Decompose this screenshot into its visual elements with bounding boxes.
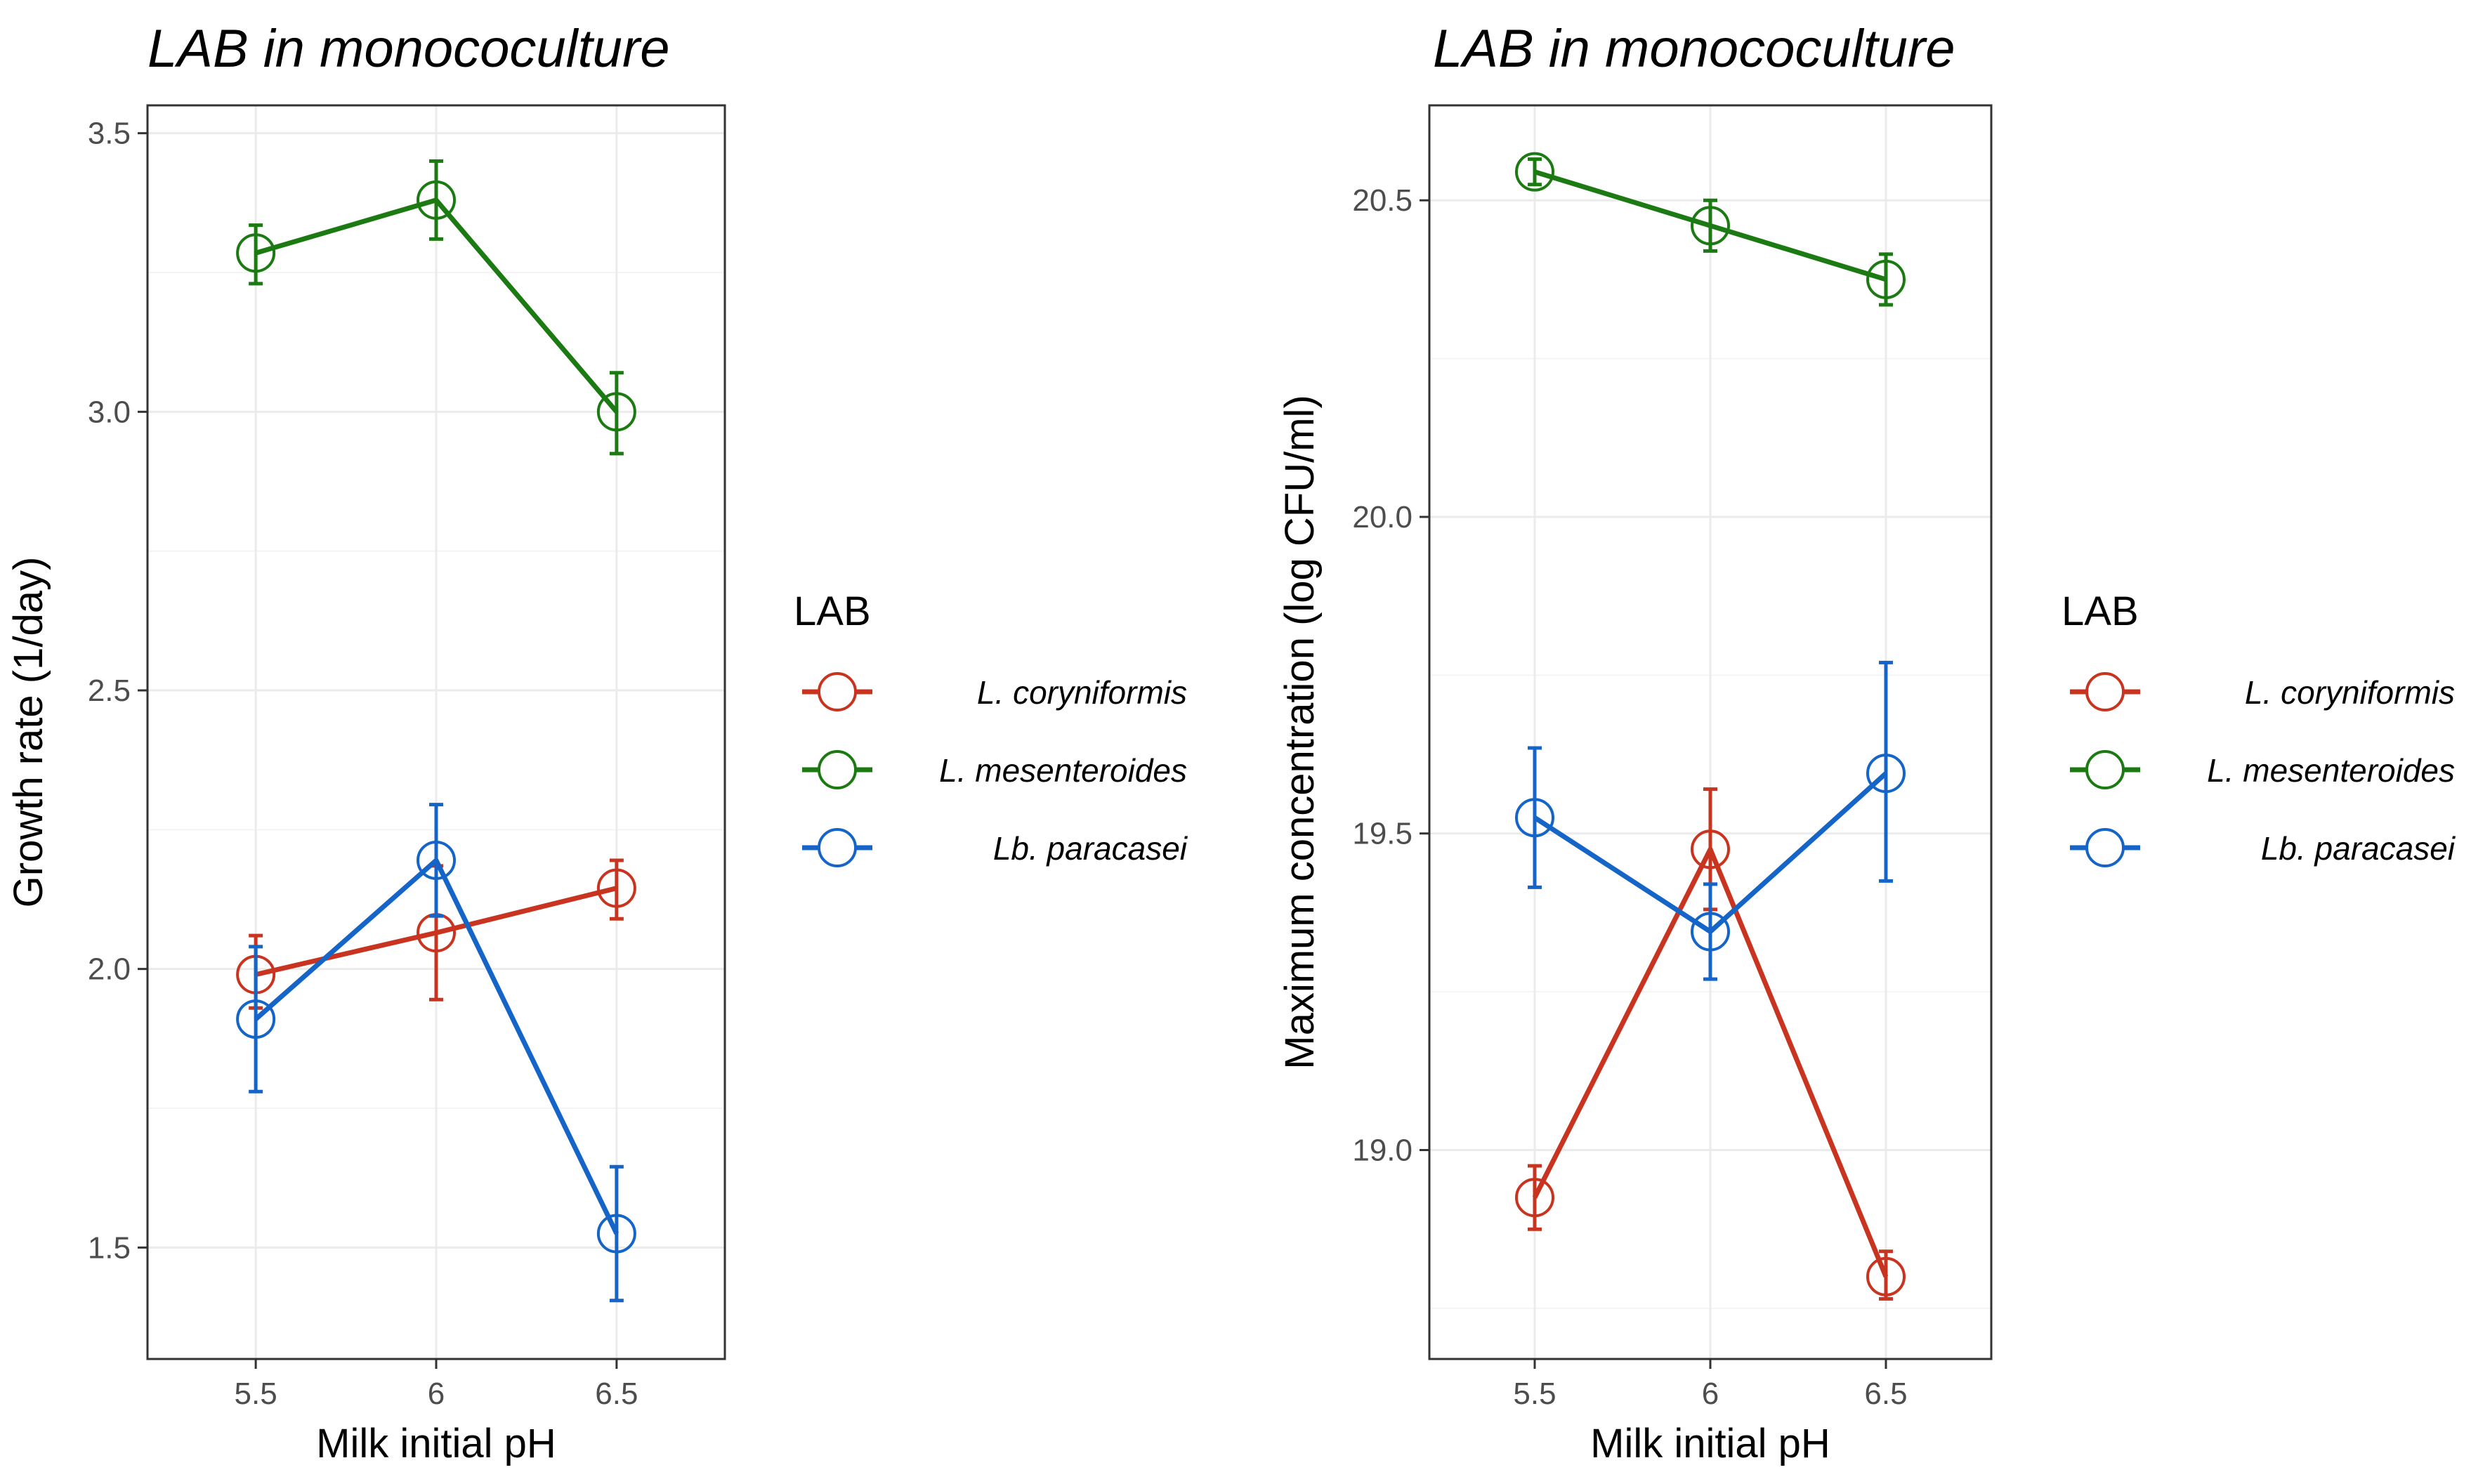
data-point [596, 1214, 636, 1254]
data-point [596, 392, 636, 432]
y-tick-label: 1.5 [88, 1230, 131, 1265]
legend-label: L. mesenteroides [2207, 752, 2455, 789]
data-point [1866, 259, 1906, 299]
legend-label: Lb. paracasei [2261, 830, 2456, 867]
x-tick-label: 5.5 [235, 1377, 277, 1411]
x-axis-title: Milk initial pH [316, 1421, 556, 1466]
legend-label: Lb. paracasei [993, 830, 1188, 867]
series-l-mesenteroides [236, 159, 636, 456]
data-point [236, 999, 276, 1039]
legend-entry: Lb. paracasei [802, 828, 1188, 867]
legend-marker [818, 672, 857, 711]
series-lb-paracasei [1515, 660, 1906, 981]
legend-entry: L. coryniformis [802, 672, 1187, 711]
legend-label: L. coryniformis [977, 674, 1187, 711]
series-l-mesenteroides [1515, 152, 1906, 307]
x-tick-label: 5.5 [1513, 1377, 1556, 1411]
x-axis-title: Milk initial pH [1590, 1421, 1830, 1466]
y-tick-label: 2.5 [88, 674, 131, 708]
legend-marker [2085, 750, 2125, 789]
data-point [596, 868, 636, 908]
data-point [1691, 206, 1730, 246]
legend-marker [2085, 672, 2125, 711]
chart-title: LAB in monococulture [148, 19, 670, 79]
data-point [1866, 1256, 1906, 1296]
y-tick-label: 3.0 [88, 395, 131, 429]
legend-title: LAB [794, 589, 871, 634]
data-point [417, 840, 456, 880]
y-tick-label: 19.0 [1352, 1134, 1413, 1168]
data-point [1515, 798, 1554, 838]
y-tick-label: 20.5 [1352, 183, 1413, 218]
data-point [1866, 754, 1906, 794]
data-point [1515, 152, 1554, 192]
chart-panel-2: 19.0 19.5 20.0 20.5 5.5 6 6.5 LAB in monococult… [1277, 19, 2456, 1466]
chart-title: LAB in monococulture [1433, 19, 1955, 79]
y-tick-label: 2.0 [88, 952, 131, 987]
legend-entry: Lb. paracasei [2070, 828, 2456, 867]
data-point [417, 180, 456, 220]
y-tick-label: 20.0 [1352, 500, 1413, 534]
legend: LAB L. coryniformis L. mesenteroides Lb. pa… [794, 589, 1188, 867]
y-tick-label: 19.5 [1352, 817, 1413, 851]
y-axis-title: Growth rate (1/day) [6, 557, 51, 908]
data-point [1691, 912, 1730, 952]
legend-entry: L. mesenteroides [802, 750, 1187, 789]
x-tick-label: 6 [428, 1377, 445, 1411]
y-tick-label: 3.5 [88, 117, 131, 151]
data-point [1515, 1178, 1554, 1218]
legend-label: L. mesenteroides [939, 752, 1187, 789]
legend-label: L. coryniformis [2245, 674, 2455, 711]
legend: LAB L. coryniformis L. mesenteroides Lb. pa… [2062, 589, 2456, 867]
legend-marker [818, 828, 857, 867]
chart-panel-1: 1.5 2.0 2.5 3.0 3.5 5.5 6 6.5 LAB in monococultu… [6, 19, 1188, 1466]
x-tick-label: 6.5 [595, 1377, 638, 1411]
y-axis-title: Maximum concentration (log CFU/ml) [1277, 395, 1323, 1069]
legend-entry: L. mesenteroides [2070, 750, 2455, 789]
series-lb-paracasei [236, 803, 636, 1303]
data-point [1691, 829, 1730, 869]
legend-entry: L. coryniformis [2070, 672, 2455, 711]
legend-title: LAB [2062, 589, 2139, 634]
x-tick-label: 6 [1702, 1377, 1719, 1411]
x-tick-label: 6.5 [1864, 1377, 1907, 1411]
legend-marker [818, 750, 857, 789]
legend-marker [2085, 828, 2125, 867]
data-point [236, 233, 276, 273]
